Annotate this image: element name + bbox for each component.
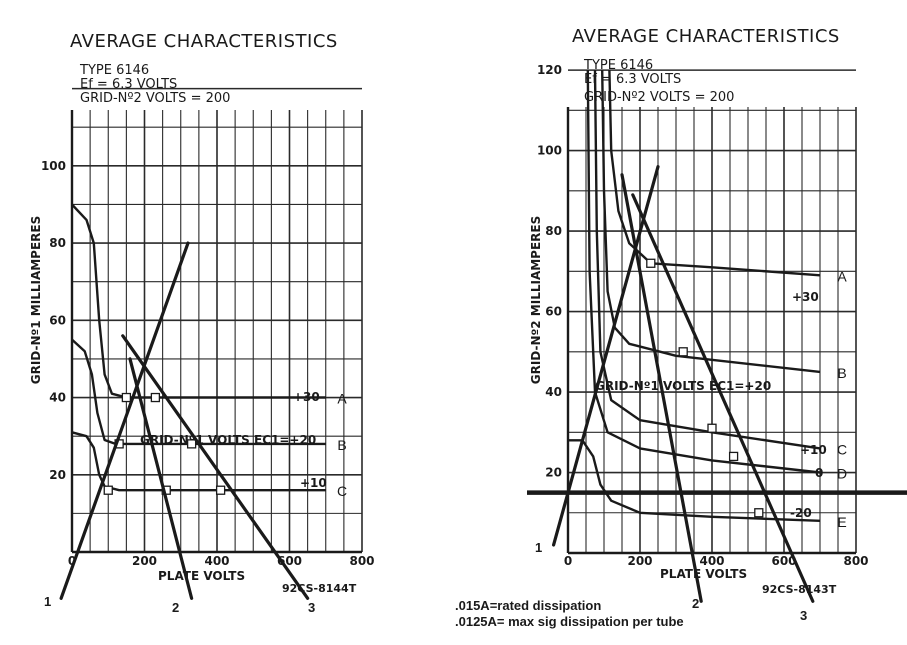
overlay-line-2	[128, 357, 194, 600]
info-line: Ef = 6.3 VOLTS	[584, 72, 681, 87]
curve-letter-d: D	[837, 466, 847, 482]
x-tick-label: 200	[132, 554, 157, 568]
curve-letter-a: A	[337, 391, 347, 407]
point-marker	[121, 392, 132, 403]
note-max-signal-dissipation: .0125A= max sig dissipation per tube	[455, 614, 684, 629]
curve-a	[608, 70, 821, 277]
chart-title: AVERAGE CHARACTERISTICS	[70, 31, 338, 52]
curve-label: +10	[800, 443, 827, 457]
x-tick-label: 0	[564, 554, 572, 568]
y-axis-label: GRID-Nº1 MILLIAMPERES	[29, 216, 43, 385]
info-line: TYPE 6146	[79, 63, 149, 78]
overlay-line-label: 3	[800, 608, 807, 623]
family-label: GRID-Nº1 VOLTS EC1=+20	[595, 379, 771, 393]
overlay-line-label: 1	[535, 540, 542, 555]
info-line: GRID-Nº2 VOLTS = 200	[584, 90, 734, 105]
curve-letter-b: B	[337, 437, 346, 453]
y-tick-label: 120	[537, 63, 562, 77]
y-tick-label: 20	[545, 466, 562, 480]
curve-a	[71, 203, 326, 399]
overlay-line-label: 2	[172, 600, 179, 615]
info-line: Ef = 6.3 VOLTS	[80, 77, 177, 92]
y-tick-label: 60	[49, 313, 66, 327]
y-tick-label: 20	[49, 468, 66, 482]
curve-b	[71, 338, 326, 446]
family-label: GRID-Nº1 VOLTS EC1=+20	[140, 433, 316, 447]
point-marker	[215, 485, 226, 495]
point-marker	[186, 439, 197, 449]
overlay-line-3	[121, 334, 310, 600]
y-axis-label: GRID-Nº2 MILLIAMPERES	[529, 216, 543, 385]
overlay-line-1	[59, 241, 190, 600]
overlay-line-label: 3	[308, 600, 315, 615]
curve-label: +30	[293, 390, 320, 404]
y-tick-label: 80	[49, 236, 66, 250]
point-marker	[646, 258, 656, 268]
point-marker	[103, 485, 113, 495]
curve-label: 0	[815, 466, 823, 480]
curve-b	[601, 70, 821, 374]
point-marker	[150, 392, 161, 403]
point-marker	[707, 423, 717, 433]
y-tick-label: 60	[545, 305, 562, 319]
x-axis-label: PLATE VOLTS	[158, 569, 245, 583]
point-marker	[678, 347, 688, 357]
grid	[71, 87, 363, 552]
x-axis-label: PLATE VOLTS	[660, 567, 747, 581]
curve-letter-a: A	[837, 268, 847, 284]
overlay-line-3	[631, 193, 815, 603]
x-tick-label: 600	[771, 554, 796, 568]
y-tick-label: 40	[49, 391, 66, 405]
y-tick-label: 100	[537, 144, 562, 158]
overlay-line-1	[551, 165, 660, 547]
x-tick-label: 400	[699, 554, 724, 568]
y-tick-label: 80	[545, 224, 562, 238]
overlay-line-label: 1	[44, 594, 51, 609]
overlay-line-2	[620, 173, 703, 603]
chart-title: AVERAGE CHARACTERISTICS	[572, 26, 840, 47]
note-rated-dissipation: .015A=rated dissipation	[455, 598, 602, 613]
curve-d	[586, 70, 821, 474]
curve-label: +30	[792, 290, 819, 304]
curve-letter-b: B	[837, 365, 846, 381]
x-tick-label: 800	[349, 554, 374, 568]
info-box	[578, 52, 856, 107]
x-tick-label: 800	[843, 554, 868, 568]
info-line: GRID-Nº2 VOLTS = 200	[80, 91, 230, 106]
curve-label: +10	[300, 476, 327, 490]
curve-letter-c: C	[337, 483, 347, 499]
figure-code: 92CS-8143T	[762, 583, 837, 596]
figure-code: 92CS-8144T	[282, 582, 357, 595]
x-tick-label: 0	[68, 554, 76, 568]
info-box	[75, 56, 365, 110]
curve-label: -20	[790, 506, 812, 520]
y-tick-label: 100	[41, 159, 66, 173]
overlay-line-label: 2	[692, 596, 699, 611]
x-tick-label: 200	[627, 554, 652, 568]
curve-letter-e: E	[837, 514, 846, 530]
y-tick-label: 40	[545, 385, 562, 399]
info-line: TYPE 6146	[583, 58, 653, 73]
point-marker	[728, 451, 739, 462]
curve-letter-c: C	[837, 441, 847, 457]
x-tick-label: 400	[204, 554, 229, 568]
point-marker	[754, 508, 764, 518]
curve-e	[568, 439, 821, 522]
